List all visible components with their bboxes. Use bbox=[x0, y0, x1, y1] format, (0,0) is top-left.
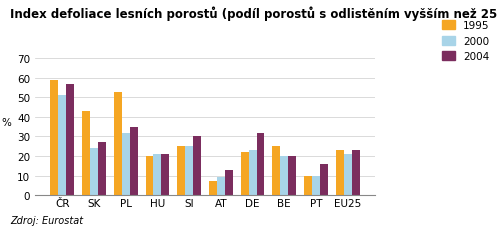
Bar bbox=[248, 151, 256, 195]
Bar bbox=[82, 111, 90, 195]
Bar bbox=[288, 156, 296, 195]
Bar bbox=[312, 176, 320, 195]
Bar bbox=[66, 84, 74, 195]
Bar bbox=[225, 170, 232, 195]
Bar bbox=[185, 147, 193, 195]
Bar bbox=[114, 92, 122, 195]
Bar bbox=[320, 164, 328, 195]
Bar bbox=[352, 151, 360, 195]
Bar bbox=[154, 154, 162, 195]
Bar bbox=[209, 182, 217, 195]
Bar bbox=[304, 176, 312, 195]
Text: Index defoliace lesních porostů (podíl porostů s odlistěním vyšším než 25 %): Index defoliace lesních porostů (podíl p… bbox=[10, 7, 500, 21]
Bar bbox=[336, 151, 344, 195]
Bar bbox=[272, 147, 280, 195]
Bar bbox=[122, 133, 130, 195]
Bar bbox=[146, 156, 154, 195]
Legend: 1995, 2000, 2004: 1995, 2000, 2004 bbox=[442, 21, 490, 62]
Bar bbox=[90, 148, 98, 195]
Bar bbox=[193, 137, 201, 195]
Bar bbox=[344, 154, 351, 195]
Bar bbox=[178, 147, 185, 195]
Bar bbox=[98, 143, 106, 195]
Bar bbox=[50, 80, 58, 195]
Bar bbox=[217, 178, 225, 195]
Bar bbox=[280, 156, 288, 195]
Bar bbox=[58, 96, 66, 195]
Bar bbox=[130, 127, 138, 195]
Bar bbox=[162, 154, 170, 195]
Bar bbox=[240, 152, 248, 195]
Text: Zdroj: Eurostat: Zdroj: Eurostat bbox=[10, 215, 83, 225]
Y-axis label: %: % bbox=[1, 117, 11, 127]
Bar bbox=[256, 133, 264, 195]
